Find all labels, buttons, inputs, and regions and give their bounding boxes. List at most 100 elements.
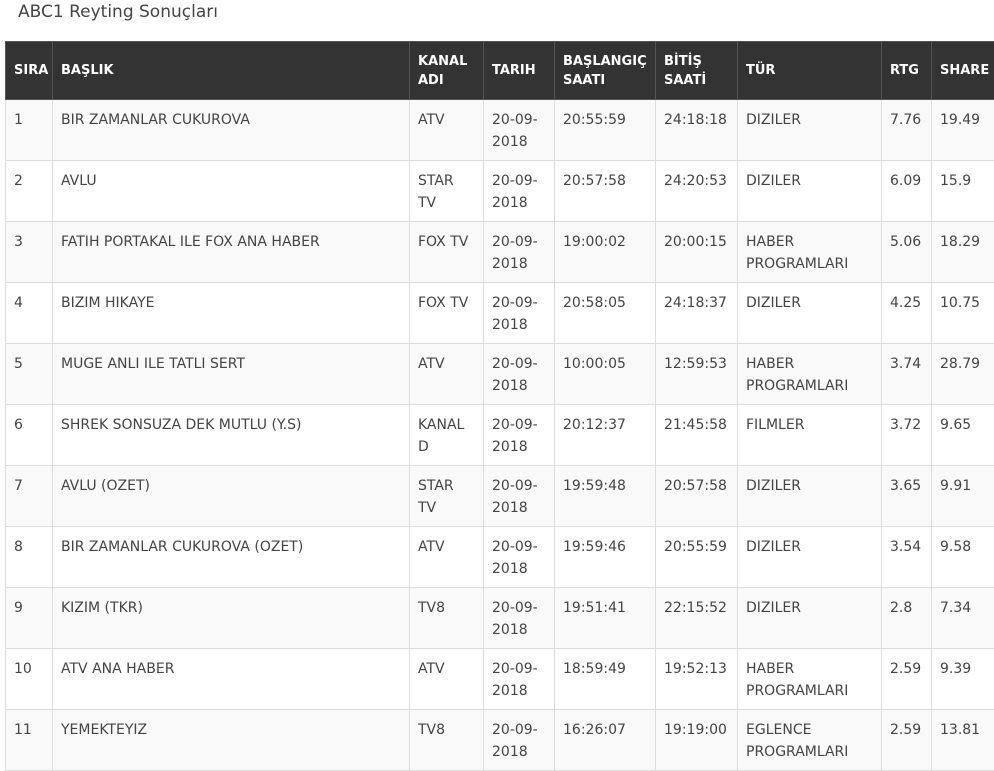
table-cell: 20-09-2018 xyxy=(484,161,555,222)
table-cell: ATV ANA HABER xyxy=(53,649,410,710)
table-cell: STAR TV xyxy=(410,161,484,222)
table-cell: FATIH PORTAKAL ILE FOX ANA HABER xyxy=(53,222,410,283)
table-cell: 19:51:41 xyxy=(555,588,656,649)
table-cell: DIZILER xyxy=(738,527,882,588)
table-cell: FOX TV xyxy=(410,222,484,283)
table-cell: 20-09-2018 xyxy=(484,100,555,161)
table-cell: DIZILER xyxy=(738,588,882,649)
column-header: BAŞLANGIÇ SAATI xyxy=(555,42,656,100)
table-cell: 10.75 xyxy=(932,283,994,344)
table-cell: 20:12:37 xyxy=(555,405,656,466)
table-cell: 19:00:02 xyxy=(555,222,656,283)
column-header: BİTİŞ SAATİ xyxy=(656,42,738,100)
table-cell: 5 xyxy=(6,344,53,405)
table-cell: 20:58:05 xyxy=(555,283,656,344)
table-cell: 20-09-2018 xyxy=(484,588,555,649)
table-cell: 16:26:07 xyxy=(555,710,656,771)
table-cell: MUGE ANLI ILE TATLI SERT xyxy=(53,344,410,405)
table-cell: DIZILER xyxy=(738,466,882,527)
table-cell: 20:00:15 xyxy=(656,222,738,283)
table-cell: TV8 xyxy=(410,588,484,649)
table-cell: KIZIM (TKR) xyxy=(53,588,410,649)
table-cell: 20-09-2018 xyxy=(484,466,555,527)
table-cell: 9.65 xyxy=(932,405,994,466)
table-cell: 19.49 xyxy=(932,100,994,161)
column-header: TARIH xyxy=(484,42,555,100)
table-cell: 15.9 xyxy=(932,161,994,222)
table-cell: KANAL D xyxy=(410,405,484,466)
table-cell: 24:18:37 xyxy=(656,283,738,344)
table-cell: 9 xyxy=(6,588,53,649)
table-cell: 28.79 xyxy=(932,344,994,405)
column-header: SHARE xyxy=(932,42,994,100)
table-cell: 1 xyxy=(6,100,53,161)
table-cell: BIR ZAMANLAR CUKUROVA xyxy=(53,100,410,161)
page-title: ABC1 Reyting Sonuçları xyxy=(18,0,218,26)
table-cell: 6 xyxy=(6,405,53,466)
table-cell: HABER PROGRAMLARI xyxy=(738,649,882,710)
table-cell: SHREK SONSUZA DEK MUTLU (Y.S) xyxy=(53,405,410,466)
table-cell: 3 xyxy=(6,222,53,283)
table-cell: 3.74 xyxy=(882,344,932,405)
table-cell: TV8 xyxy=(410,710,484,771)
table-cell: HABER PROGRAMLARI xyxy=(738,344,882,405)
table-cell: 3.72 xyxy=(882,405,932,466)
table-cell: 9.58 xyxy=(932,527,994,588)
table-cell: 18.29 xyxy=(932,222,994,283)
table-cell: FILMLER xyxy=(738,405,882,466)
table-cell: 13.81 xyxy=(932,710,994,771)
table-cell: 9.91 xyxy=(932,466,994,527)
table-cell: 20-09-2018 xyxy=(484,283,555,344)
table-cell: 22:15:52 xyxy=(656,588,738,649)
table-cell: 6.09 xyxy=(882,161,932,222)
table-cell: 3.65 xyxy=(882,466,932,527)
table-cell: AVLU (OZET) xyxy=(53,466,410,527)
table-cell: 12:59:53 xyxy=(656,344,738,405)
table-cell: ATV xyxy=(410,527,484,588)
table-cell: 19:52:13 xyxy=(656,649,738,710)
table-cell: 20-09-2018 xyxy=(484,649,555,710)
table-cell: 20:55:59 xyxy=(656,527,738,588)
table-cell: DIZILER xyxy=(738,100,882,161)
table-cell: 7.76 xyxy=(882,100,932,161)
table-cell: 24:20:53 xyxy=(656,161,738,222)
table-cell: 20:57:58 xyxy=(555,161,656,222)
table-cell: DIZILER xyxy=(738,283,882,344)
table-cell: 19:59:48 xyxy=(555,466,656,527)
table-cell: 21:45:58 xyxy=(656,405,738,466)
column-header: KANAL ADI xyxy=(410,42,484,100)
table-cell: DIZILER xyxy=(738,161,882,222)
table-cell: 20-09-2018 xyxy=(484,344,555,405)
table-cell: 20:55:59 xyxy=(555,100,656,161)
table-cell: 11 xyxy=(6,710,53,771)
table-cell: 2.59 xyxy=(882,649,932,710)
column-header: BAŞLIK xyxy=(53,42,410,100)
table-cell: 9.39 xyxy=(932,649,994,710)
table-cell: 7 xyxy=(6,466,53,527)
table-cell: 20-09-2018 xyxy=(484,405,555,466)
table-cell: ATV xyxy=(410,344,484,405)
table-cell: 20-09-2018 xyxy=(484,527,555,588)
table-cell: AVLU xyxy=(53,161,410,222)
table-cell: BIZIM HIKAYE xyxy=(53,283,410,344)
table-cell: 20-09-2018 xyxy=(484,710,555,771)
table-cell: 7.34 xyxy=(932,588,994,649)
table-cell: 4 xyxy=(6,283,53,344)
table-cell: 24:18:18 xyxy=(656,100,738,161)
table-cell: 20:57:58 xyxy=(656,466,738,527)
column-header: SIRA xyxy=(6,42,53,100)
table-cell: 4.25 xyxy=(882,283,932,344)
table-cell: 5.06 xyxy=(882,222,932,283)
table-cell: 19:59:46 xyxy=(555,527,656,588)
table-cell: 18:59:49 xyxy=(555,649,656,710)
table-cell: 20-09-2018 xyxy=(484,222,555,283)
